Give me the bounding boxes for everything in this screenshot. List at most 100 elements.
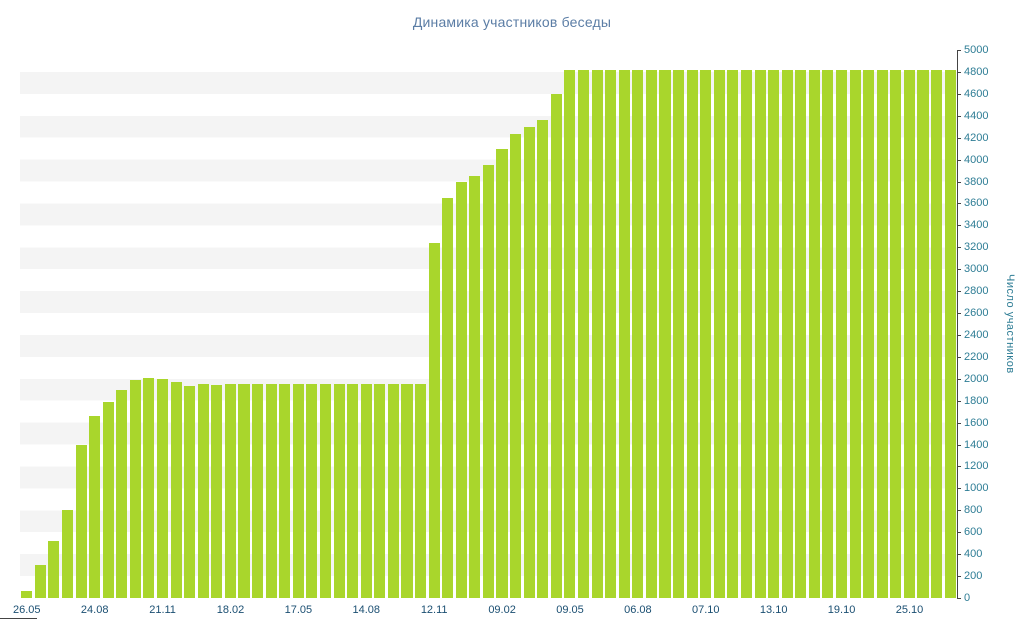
bar [455, 181, 467, 598]
x-tick-label: 13.10 [759, 604, 788, 616]
y-tick-label: 2400 [964, 328, 989, 341]
bar [903, 69, 915, 598]
y-tick-label: 800 [964, 504, 983, 517]
y-tick-label: 200 [964, 570, 983, 583]
bar [890, 69, 902, 598]
y-tick-label: 1800 [964, 394, 989, 407]
bar [319, 384, 332, 598]
bar [89, 416, 101, 598]
plot-area [20, 50, 957, 598]
bar [197, 384, 209, 598]
bar [496, 148, 508, 598]
y-tick-mark [957, 71, 961, 73]
y-tick-label: 4400 [964, 109, 989, 122]
bar [116, 389, 128, 598]
bar [863, 69, 875, 598]
x-tick-label: 12.11 [420, 604, 448, 616]
x-axis-line-fragment [0, 618, 37, 619]
bar [876, 69, 888, 598]
y-tick-mark [957, 444, 961, 446]
bar [170, 382, 182, 598]
bar [415, 384, 427, 598]
bar [768, 69, 780, 598]
bar [374, 384, 386, 598]
bar [401, 384, 413, 598]
bar [849, 69, 861, 598]
bar [292, 384, 304, 598]
y-tick-label: 2800 [964, 285, 989, 298]
x-tick-label: 14.08 [352, 604, 381, 616]
bar [129, 379, 141, 598]
y-tick-mark [957, 422, 961, 424]
y-axis-line [957, 50, 958, 599]
bar [184, 386, 196, 598]
bar [306, 384, 318, 598]
x-tick-label: 17.05 [284, 604, 313, 616]
bar [224, 384, 236, 598]
bar [469, 176, 481, 598]
y-tick-mark [957, 269, 961, 271]
y-tick-mark [957, 356, 961, 358]
y-tick-label: 3200 [964, 241, 989, 254]
bar [944, 69, 956, 598]
y-tick-mark [957, 488, 961, 490]
y-tick-label: 3600 [964, 197, 989, 210]
bar [740, 69, 752, 598]
bar [238, 384, 250, 598]
x-tick-label: 21.11 [149, 604, 176, 616]
y-tick-label: 4800 [964, 65, 989, 78]
x-tick-label: 09.02 [488, 604, 516, 616]
bar [21, 591, 33, 598]
bar [645, 69, 657, 598]
bar [537, 120, 549, 598]
y-tick-mark [957, 532, 961, 534]
bar [265, 384, 277, 598]
bar [808, 69, 820, 598]
y-tick-label: 0 [964, 592, 971, 604]
y-tick-label: 400 [964, 548, 983, 561]
y-tick-mark [957, 181, 961, 183]
bar [279, 384, 291, 598]
bar [510, 134, 522, 598]
x-tick-label: 24.08 [80, 604, 109, 616]
y-tick-mark [957, 137, 961, 139]
bar [795, 69, 807, 598]
bar [822, 69, 834, 598]
y-tick-mark [957, 247, 961, 249]
y-tick-label: 1400 [964, 438, 989, 451]
bar [102, 401, 114, 598]
bar [835, 69, 848, 598]
bar [428, 242, 440, 598]
y-tick-mark [957, 225, 961, 227]
bar [917, 69, 929, 598]
bar [523, 126, 535, 598]
bar [632, 69, 644, 598]
y-tick-label: 3000 [964, 263, 989, 276]
y-tick-label: 2200 [964, 350, 989, 363]
bar [673, 69, 685, 598]
bar [482, 165, 494, 598]
bar [61, 510, 74, 598]
bar [360, 384, 372, 598]
bar [686, 69, 698, 598]
y-tick-label: 4000 [964, 153, 989, 166]
y-tick-mark [957, 115, 961, 117]
y-axis-title: Число участников [1004, 274, 1016, 374]
x-tick-label: 25.10 [895, 604, 924, 616]
y-tick-label: 4600 [964, 87, 989, 100]
y-tick-mark [957, 203, 961, 205]
x-tick-label: 26.05 [13, 604, 41, 616]
bar [143, 377, 155, 598]
y-tick-mark [957, 400, 961, 402]
y-tick-mark [957, 576, 961, 578]
bar [931, 69, 943, 598]
bar [618, 69, 630, 598]
bar [156, 378, 169, 598]
x-tick-label: 07.10 [692, 604, 720, 616]
bar [659, 69, 671, 598]
y-tick-label: 2600 [964, 307, 989, 320]
chart-title: Динамика участников беседы [412, 14, 612, 30]
y-tick-label: 2000 [964, 372, 989, 385]
bar [34, 565, 46, 598]
y-tick-mark [957, 510, 961, 512]
